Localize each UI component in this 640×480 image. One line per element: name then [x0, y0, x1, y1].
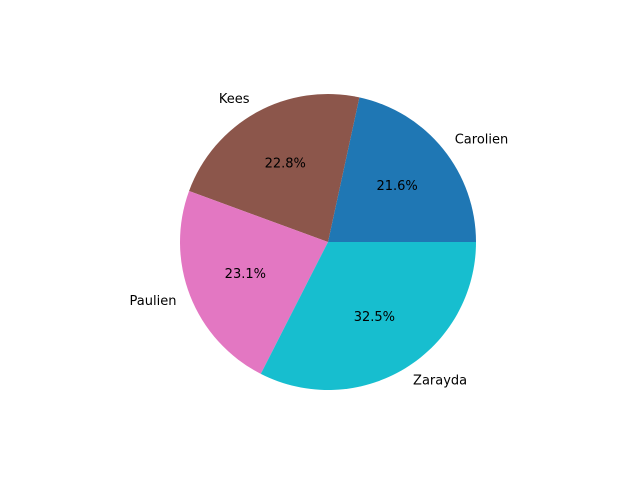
slice-percent-zarayda: 32.5% [354, 310, 395, 325]
slice-percent-carolien: 21.6% [376, 179, 417, 194]
pie-slice-paulien [180, 190, 328, 374]
pie-labels: Carolien 21.6% Kees 22.8% Paulien 23.1% Zarayd… [130, 92, 509, 388]
slice-label-zarayda: Zarayda [413, 373, 467, 388]
pie-slice-carolien [328, 97, 476, 242]
slice-label-carolien: Carolien [455, 132, 509, 147]
slice-percent-paulien: 23.1% [225, 267, 266, 282]
pie-slices [180, 93, 476, 391]
pie-slice-kees [189, 93, 360, 242]
slice-label-paulien: Paulien [130, 294, 177, 309]
pie-slice-zarayda [260, 242, 476, 391]
slice-label-kees: Kees [219, 92, 250, 107]
slice-percent-kees: 22.8% [265, 157, 306, 172]
